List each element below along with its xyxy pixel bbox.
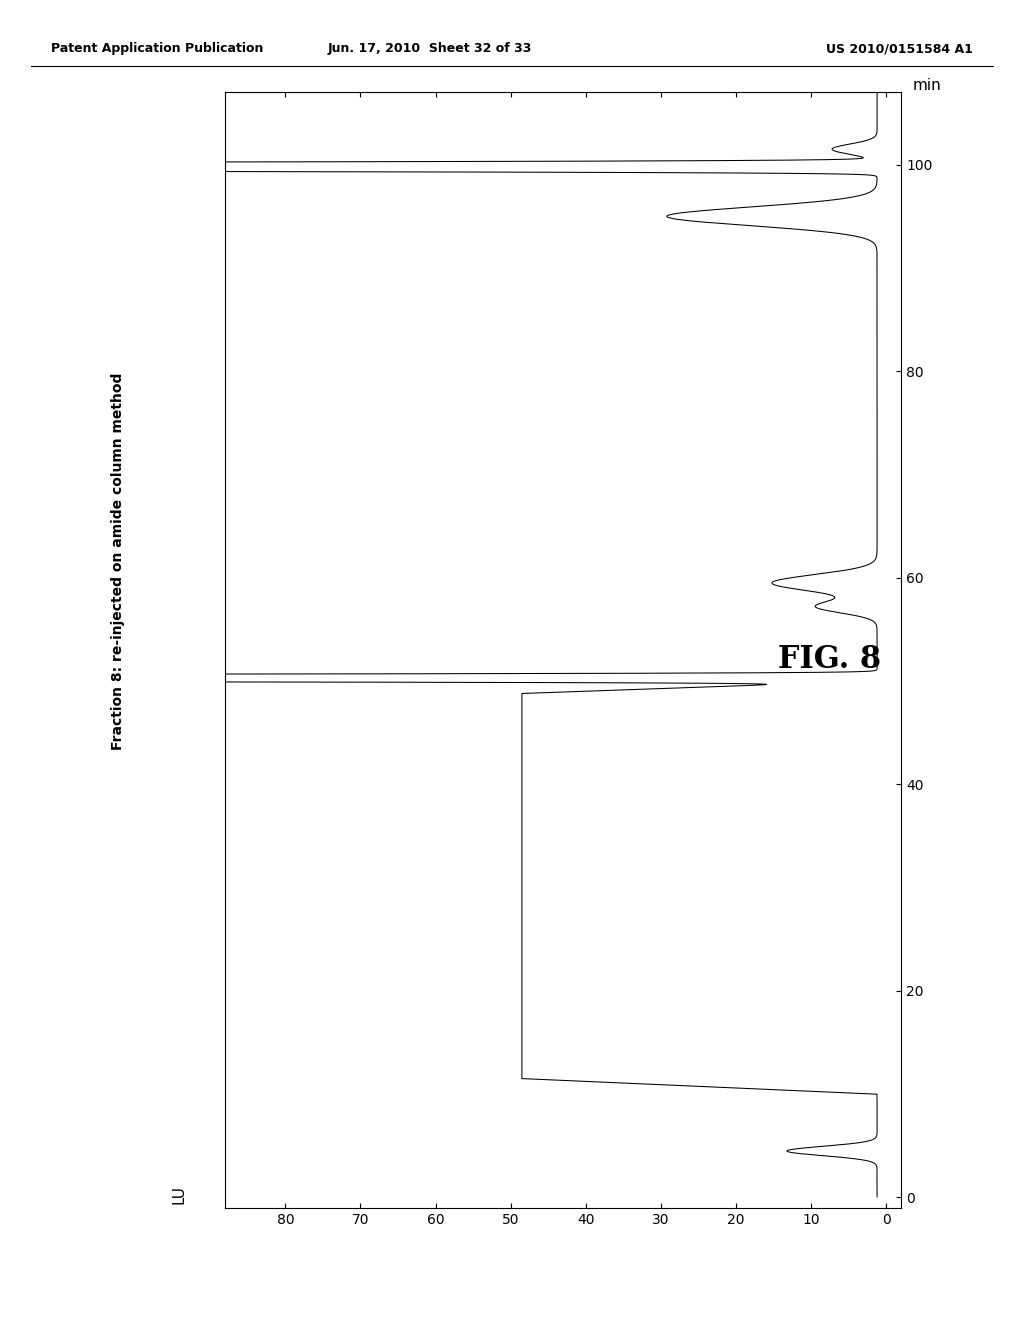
Text: US 2010/0151584 A1: US 2010/0151584 A1	[826, 42, 973, 55]
Text: Fraction 8: re-injected on amide column method: Fraction 8: re-injected on amide column …	[111, 372, 125, 750]
Text: LU: LU	[172, 1185, 186, 1204]
Text: Jun. 17, 2010  Sheet 32 of 33: Jun. 17, 2010 Sheet 32 of 33	[328, 42, 532, 55]
Text: FIG. 8: FIG. 8	[778, 644, 881, 676]
Text: min: min	[912, 78, 941, 94]
Text: Patent Application Publication: Patent Application Publication	[51, 42, 263, 55]
